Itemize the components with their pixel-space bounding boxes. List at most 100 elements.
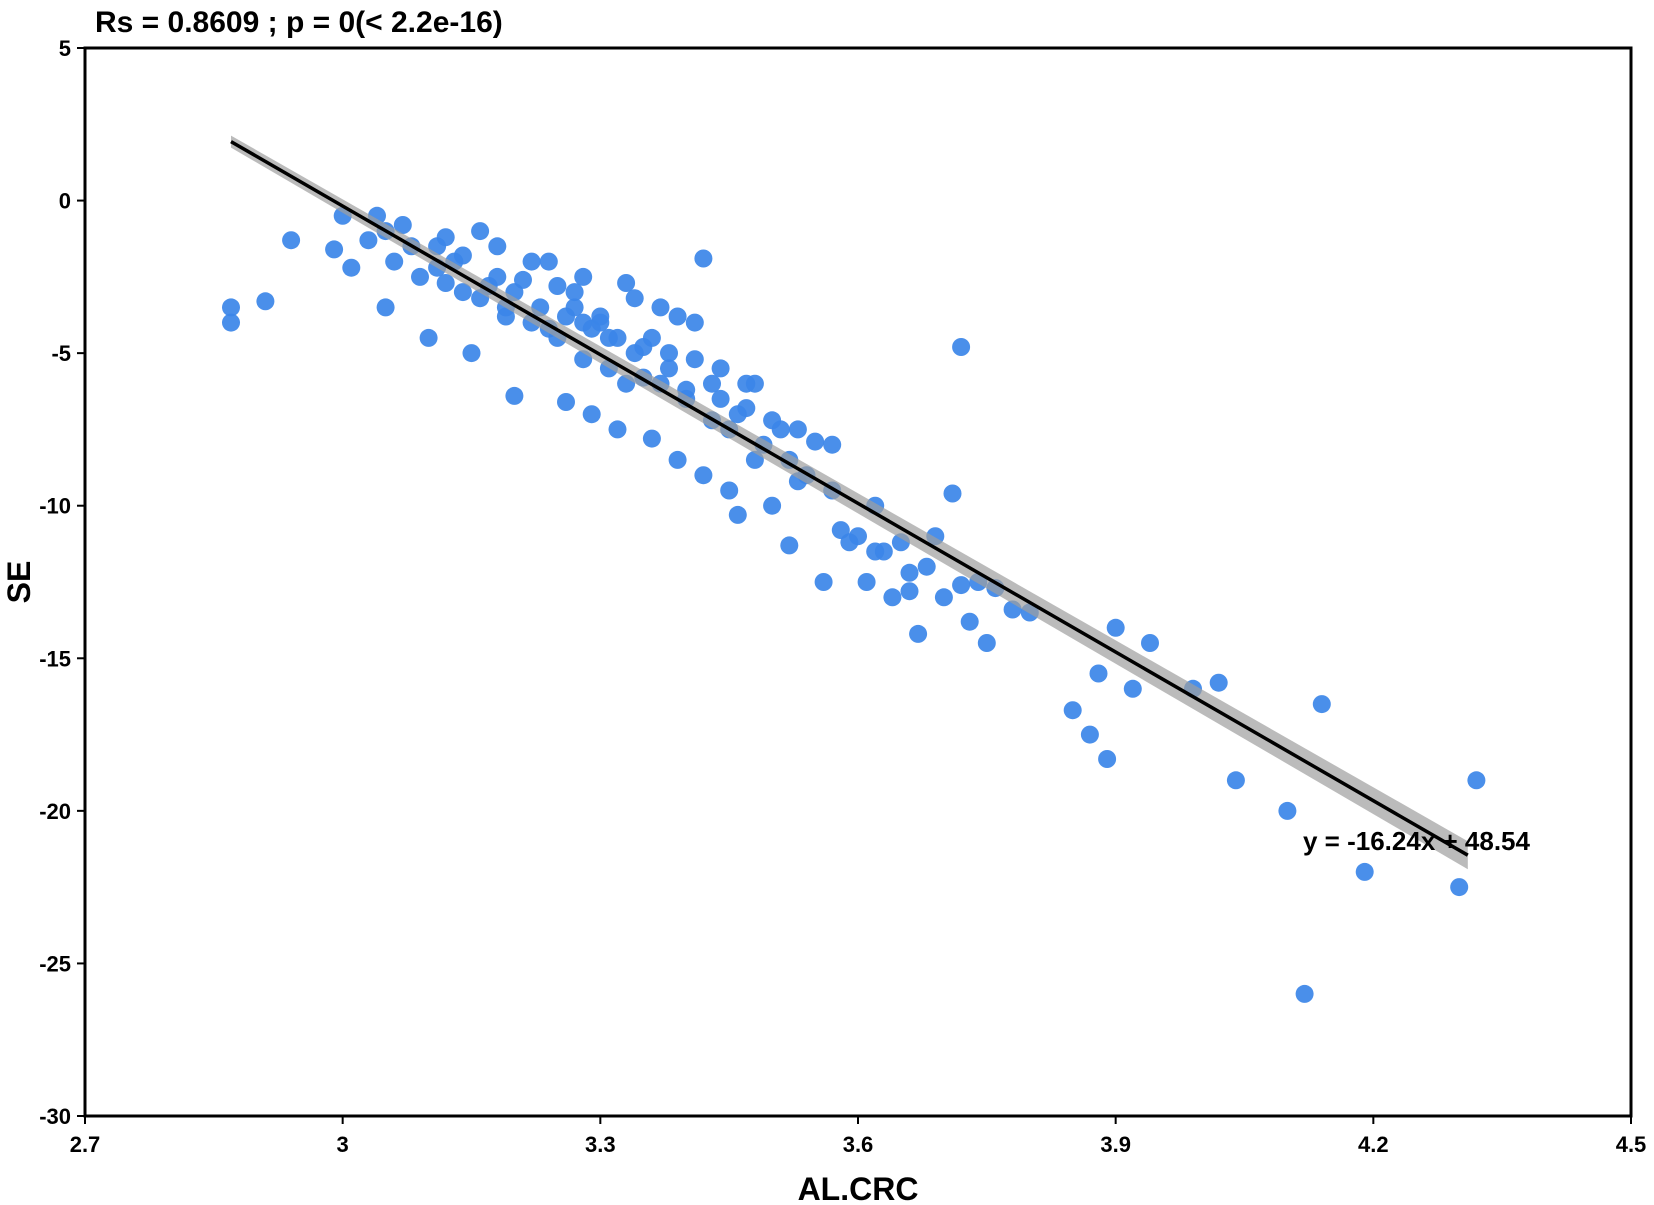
data-point: [857, 573, 876, 591]
data-point: [385, 252, 404, 271]
data-point: [359, 231, 378, 250]
data-point: [728, 505, 747, 524]
x-tick-label: 4.5: [1616, 1132, 1647, 1157]
data-point: [557, 307, 575, 326]
data-point: [668, 307, 687, 326]
data-point: [222, 298, 240, 317]
data-point: [806, 432, 825, 451]
data-point: [703, 374, 721, 393]
data-point: [952, 576, 971, 595]
data-point: [952, 338, 971, 356]
data-point: [1063, 701, 1082, 720]
y-tick-label: -20: [39, 799, 71, 824]
data-point: [256, 292, 275, 311]
data-point: [565, 283, 584, 302]
data-point: [419, 328, 438, 347]
data-point: [840, 533, 859, 552]
data-point: [325, 240, 344, 259]
data-point: [462, 344, 481, 363]
data-point: [917, 557, 936, 576]
data-point: [1355, 862, 1374, 881]
x-axis-ticks: 2.7 3 3.3 3.6 3.9 4.2 4.5: [70, 1116, 1647, 1157]
y-tick-label: 5: [59, 36, 71, 61]
x-axis-label: AL.CRC: [798, 1171, 919, 1205]
data-point: [488, 237, 507, 256]
data-point: [342, 258, 361, 277]
data-point: [1450, 878, 1469, 897]
data-point: [685, 350, 704, 369]
y-axis-label: SE: [1, 561, 37, 604]
data-point: [883, 588, 902, 607]
data-point: [763, 411, 782, 430]
data-point: [1226, 771, 1245, 790]
data-point: [823, 435, 842, 454]
data-point: [866, 542, 885, 561]
data-point: [694, 466, 713, 485]
data-point: [660, 344, 678, 363]
y-tick-label: 0: [59, 189, 71, 214]
data-point: [960, 612, 979, 631]
data-point: [376, 298, 395, 317]
data-point: [1098, 750, 1117, 768]
data-point: [1080, 725, 1099, 744]
data-point: [1312, 695, 1331, 714]
data-point: [1278, 801, 1297, 820]
y-tick-label: -15: [39, 646, 71, 671]
data-point: [625, 344, 644, 363]
x-tick-label: 3.9: [1100, 1132, 1131, 1157]
data-point: [1089, 664, 1108, 683]
data-point: [436, 228, 455, 247]
data-point: [651, 298, 670, 317]
data-point: [548, 277, 567, 295]
data-point: [393, 216, 412, 234]
plot-area: [222, 135, 1486, 1003]
data-point: [1123, 679, 1142, 698]
data-point: [660, 359, 678, 378]
data-point: [557, 393, 575, 411]
confidence-band: [231, 135, 1468, 870]
x-tick-label: 2.7: [70, 1132, 101, 1157]
data-point: [1106, 618, 1125, 637]
x-tick-label: 3: [337, 1132, 349, 1157]
y-tick-label: -5: [51, 341, 71, 366]
data-point: [788, 420, 807, 439]
data-point: [943, 484, 962, 503]
data-point: [685, 313, 704, 332]
regression-line: [230, 140, 1469, 857]
data-point: [1295, 984, 1314, 1003]
data-point: [222, 313, 240, 332]
data-point: [591, 307, 610, 326]
data-point: [694, 249, 713, 268]
x-tick-label: 4.2: [1358, 1132, 1389, 1157]
data-point: [574, 313, 593, 332]
x-tick-label: 3.6: [843, 1132, 874, 1157]
data-point: [453, 283, 472, 302]
data-point: [668, 450, 687, 469]
data-point: [763, 496, 782, 515]
data-point: [900, 582, 919, 601]
data-point: [436, 274, 455, 292]
data-point: [282, 231, 301, 250]
data-point: [608, 328, 627, 347]
data-point: [514, 270, 532, 289]
regression-equation: y = -16.24x + 48.54: [1303, 826, 1531, 856]
y-tick-label: -10: [39, 494, 71, 519]
y-axis-ticks: 5 0 -5 -10 -15 -20 -25 -30: [39, 36, 85, 1129]
data-point: [539, 252, 558, 271]
y-tick-label: -30: [39, 1104, 71, 1129]
data-point: [900, 563, 919, 582]
data-point: [471, 222, 490, 241]
data-point: [642, 429, 661, 448]
data-point: [617, 274, 636, 292]
data-point: [642, 328, 661, 347]
data-point: [745, 374, 764, 393]
data-point: [909, 624, 928, 643]
x-tick-label: 3.3: [585, 1132, 616, 1157]
data-point: [522, 252, 541, 271]
data-point: [728, 405, 747, 424]
data-point: [608, 420, 627, 439]
data-point: [505, 386, 524, 405]
data-point: [625, 289, 644, 308]
data-point: [977, 634, 996, 652]
